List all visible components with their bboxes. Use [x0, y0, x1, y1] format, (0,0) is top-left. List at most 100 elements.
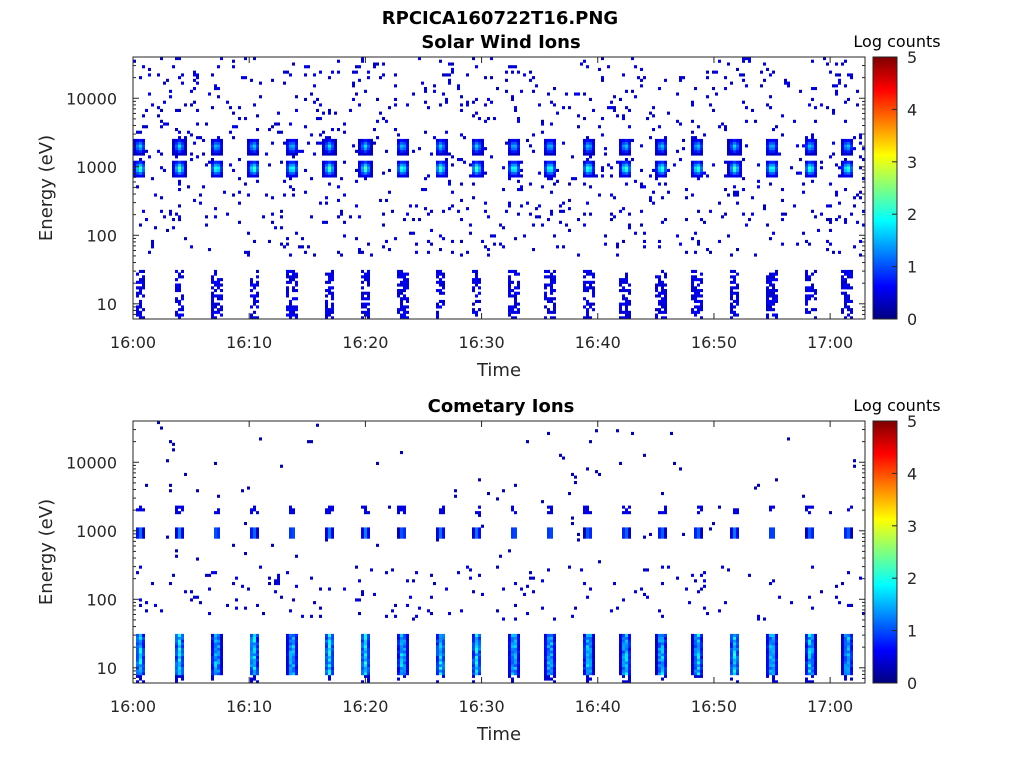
heatmap-cell: [550, 278, 553, 282]
heatmap-cell: [475, 141, 478, 145]
heatmap-cell: [544, 174, 547, 178]
heatmap-cell: [181, 305, 184, 309]
heatmap-cell: [175, 163, 178, 167]
heatmap-cell: [280, 215, 283, 219]
heatmap-cell: [733, 305, 736, 309]
heatmap-cell: [625, 661, 628, 665]
heatmap-cell: [292, 658, 295, 662]
heatmap-cell: [442, 144, 445, 148]
heatmap-cell: [625, 666, 628, 670]
heatmap-cell: [772, 530, 775, 534]
heatmap-cell: [661, 642, 664, 646]
heatmap-cell: [649, 532, 652, 536]
heatmap-cell: [250, 508, 253, 512]
heatmap-cell: [625, 182, 628, 186]
heatmap-cell: [622, 144, 625, 148]
heatmap-cell: [472, 530, 475, 534]
heatmap-cell: [160, 166, 163, 170]
heatmap-cell: [214, 661, 217, 665]
heatmap-cell: [358, 78, 361, 82]
heatmap-cell: [442, 92, 445, 96]
heatmap-cell: [403, 171, 406, 175]
heatmap-cell: [664, 511, 667, 515]
heatmap-cell: [142, 275, 145, 279]
heatmap-cell: [835, 84, 838, 88]
heatmap-cell: [196, 108, 199, 112]
heatmap-cell: [397, 672, 400, 676]
heatmap-cell: [175, 144, 178, 148]
heatmap-cell: [700, 663, 703, 667]
heatmap-cell: [361, 590, 364, 594]
heatmap-cell: [472, 650, 475, 654]
heatmap-cell: [844, 297, 847, 301]
heatmap-cell: [808, 655, 811, 659]
heatmap-cell: [256, 633, 259, 637]
heatmap-cell: [436, 647, 439, 651]
heatmap-cell: [619, 316, 622, 320]
heatmap-cell: [718, 609, 721, 613]
heatmap-cell: [328, 152, 331, 156]
heatmap-cell: [517, 302, 520, 306]
heatmap-cell: [661, 633, 664, 637]
heatmap-cell: [844, 152, 847, 156]
heatmap-cell: [547, 152, 550, 156]
heatmap-cell: [550, 160, 553, 164]
heatmap-cell: [856, 89, 859, 93]
heatmap-cell: [148, 155, 151, 159]
heatmap-cell: [211, 310, 214, 314]
heatmap-cell: [190, 103, 193, 107]
heatmap-cell: [253, 297, 256, 301]
heatmap-cell: [220, 174, 223, 178]
heatmap-cell: [808, 286, 811, 290]
heatmap-cell: [589, 171, 592, 175]
heatmap-cell: [847, 535, 850, 539]
heatmap-cell: [766, 655, 769, 659]
heatmap-cell: [313, 253, 316, 257]
heatmap-cell: [586, 65, 589, 69]
heatmap-cell: [733, 275, 736, 279]
heatmap-cell: [592, 650, 595, 654]
heatmap-cell: [472, 636, 475, 640]
heatmap-cell: [625, 147, 628, 151]
heatmap-cell: [370, 141, 373, 145]
heatmap-cell: [694, 171, 697, 175]
heatmap-cell: [214, 655, 217, 659]
heatmap-cell: [325, 535, 328, 539]
heatmap-cell: [295, 163, 298, 167]
heatmap-cell: [664, 160, 667, 164]
colorbar-tick-label: 4: [907, 464, 917, 483]
heatmap-cell: [583, 663, 586, 667]
heatmap-cell: [388, 190, 391, 194]
heatmap-cell: [157, 149, 160, 153]
heatmap-cell: [256, 653, 259, 657]
heatmap-cell: [589, 661, 592, 665]
heatmap-cell: [175, 149, 178, 153]
heatmap-cell: [289, 185, 292, 189]
heatmap-cell: [586, 286, 589, 290]
heatmap-cell: [694, 275, 697, 279]
heatmap-cell: [733, 658, 736, 662]
heatmap-cell: [478, 658, 481, 662]
heatmap-cell: [289, 73, 292, 77]
heatmap-cell: [547, 647, 550, 651]
heatmap-cell: [775, 138, 778, 142]
heatmap-cell: [814, 138, 817, 142]
heatmap-cell: [586, 171, 589, 175]
heatmap-cell: [175, 310, 178, 314]
heatmap-cell: [256, 603, 259, 607]
heatmap-cell: [403, 505, 406, 509]
heatmap-cell: [451, 250, 454, 254]
heatmap-cell: [190, 245, 193, 249]
heatmap-cell: [325, 152, 328, 156]
heatmap-cell: [847, 644, 850, 648]
heatmap-cell: [256, 171, 259, 175]
heatmap-cell: [691, 294, 694, 298]
heatmap-cell: [322, 220, 325, 224]
heatmap-cell: [661, 283, 664, 287]
heatmap-cell: [505, 141, 508, 145]
heatmap-cell: [142, 653, 145, 657]
heatmap-cell: [772, 168, 775, 172]
heatmap-cell: [541, 122, 544, 126]
heatmap-cell: [661, 647, 664, 651]
heatmap-cell: [811, 669, 814, 673]
